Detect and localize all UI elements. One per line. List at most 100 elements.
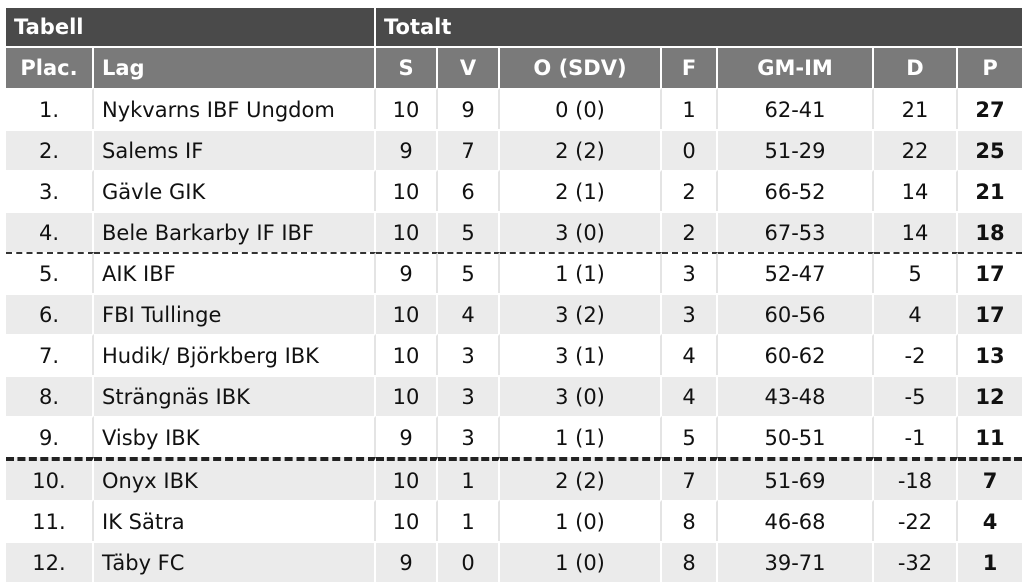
standings-table: Tabell Totalt Plac. Lag S V O (SDV) F GM…	[6, 8, 1023, 582]
column-header-row: Plac. Lag S V O (SDV) F GM-IM D P	[6, 46, 1023, 88]
cell-f: 3	[662, 293, 718, 334]
cell-d: 14	[874, 170, 958, 211]
cell-v: 1	[438, 457, 500, 500]
cell-s: 9	[376, 416, 438, 457]
cell-gmim: 51-29	[718, 129, 874, 170]
cell-plac: 3.	[6, 170, 94, 211]
cell-plac: 1.	[6, 88, 94, 129]
cell-s: 10	[376, 375, 438, 416]
cell-d: 21	[874, 88, 958, 129]
cell-p: 18	[958, 211, 1023, 252]
cell-o: 3 (0)	[500, 375, 662, 416]
table-row: 4. Bele Barkarby IF IBF 10 5 3 (0) 2 67-53 14 18	[6, 211, 1023, 252]
cell-f: 4	[662, 334, 718, 375]
cell-gmim: 50-51	[718, 416, 874, 457]
table-row: 5. AIK IBF 9 5 1 (1) 3 52-47 5 17	[6, 252, 1023, 293]
cell-plac: 11.	[6, 500, 94, 541]
standings-body: 1. Nykvarns IBF Ungdom 10 9 0 (0) 1 62-41 21 27 2…	[6, 88, 1023, 582]
col-header-lag: Lag	[94, 46, 376, 88]
col-header-p: P	[958, 46, 1023, 88]
cell-gmim: 66-52	[718, 170, 874, 211]
cell-d: 5	[874, 252, 958, 293]
col-header-o: O (SDV)	[500, 46, 662, 88]
table-row: 11. IK Sätra 10 1 1 (0) 8 46-68 -22 4	[6, 500, 1023, 541]
cell-o: 3 (0)	[500, 211, 662, 252]
table-row: 6. FBI Tullinge 10 4 3 (2) 3 60-56 4 17	[6, 293, 1023, 334]
cell-lag: Gävle GIK	[94, 170, 376, 211]
cell-s: 10	[376, 334, 438, 375]
cell-s: 9	[376, 129, 438, 170]
col-header-d: D	[874, 46, 958, 88]
cell-d: -2	[874, 334, 958, 375]
cell-v: 9	[438, 88, 500, 129]
cell-f: 0	[662, 129, 718, 170]
cell-o: 1 (1)	[500, 252, 662, 293]
cell-plac: 9.	[6, 416, 94, 457]
group-header-row: Tabell Totalt	[6, 8, 1023, 46]
cell-gmim: 39-71	[718, 541, 874, 582]
cell-p: 4	[958, 500, 1023, 541]
cell-gmim: 52-47	[718, 252, 874, 293]
cell-v: 6	[438, 170, 500, 211]
cell-s: 10	[376, 211, 438, 252]
cell-p: 11	[958, 416, 1023, 457]
cell-d: -18	[874, 457, 958, 500]
cell-d: -32	[874, 541, 958, 582]
cell-p: 17	[958, 293, 1023, 334]
cell-s: 10	[376, 88, 438, 129]
cell-lag: Visby IBK	[94, 416, 376, 457]
cell-gmim: 46-68	[718, 500, 874, 541]
col-header-plac: Plac.	[6, 46, 94, 88]
table-row: 8. Strängnäs IBK 10 3 3 (0) 4 43-48 -5 12	[6, 375, 1023, 416]
col-header-gmim: GM-IM	[718, 46, 874, 88]
cell-v: 7	[438, 129, 500, 170]
cell-plac: 4.	[6, 211, 94, 252]
table-row: 10. Onyx IBK 10 1 2 (2) 7 51-69 -18 7	[6, 457, 1023, 500]
cell-p: 13	[958, 334, 1023, 375]
cell-o: 2 (1)	[500, 170, 662, 211]
table-row: 9. Visby IBK 9 3 1 (1) 5 50-51 -1 11	[6, 416, 1023, 457]
cell-v: 3	[438, 375, 500, 416]
cell-plac: 7.	[6, 334, 94, 375]
cell-v: 5	[438, 252, 500, 293]
cell-plac: 10.	[6, 457, 94, 500]
cell-lag: Nykvarns IBF Ungdom	[94, 88, 376, 129]
cell-f: 2	[662, 211, 718, 252]
table-row: 12. Täby FC 9 0 1 (0) 8 39-71 -32 1	[6, 541, 1023, 582]
cell-o: 1 (1)	[500, 416, 662, 457]
cell-d: -1	[874, 416, 958, 457]
cell-p: 12	[958, 375, 1023, 416]
cell-o: 2 (2)	[500, 129, 662, 170]
cell-gmim: 43-48	[718, 375, 874, 416]
cell-o: 1 (0)	[500, 541, 662, 582]
cell-gmim: 62-41	[718, 88, 874, 129]
cell-s: 10	[376, 457, 438, 500]
cell-p: 7	[958, 457, 1023, 500]
cell-o: 2 (2)	[500, 457, 662, 500]
cell-o: 3 (1)	[500, 334, 662, 375]
col-header-s: S	[376, 46, 438, 88]
cell-lag: FBI Tullinge	[94, 293, 376, 334]
cell-gmim: 51-69	[718, 457, 874, 500]
col-header-v: V	[438, 46, 500, 88]
col-header-f: F	[662, 46, 718, 88]
table-row: 7. Hudik/ Björkberg IBK 10 3 3 (1) 4 60-62 -2 13	[6, 334, 1023, 375]
cell-gmim: 60-56	[718, 293, 874, 334]
cell-v: 3	[438, 334, 500, 375]
cell-lag: Hudik/ Björkberg IBK	[94, 334, 376, 375]
cell-p: 27	[958, 88, 1023, 129]
cell-lag: AIK IBF	[94, 252, 376, 293]
cell-f: 3	[662, 252, 718, 293]
cell-f: 8	[662, 541, 718, 582]
cell-p: 25	[958, 129, 1023, 170]
cell-s: 10	[376, 293, 438, 334]
cell-v: 3	[438, 416, 500, 457]
cell-d: -5	[874, 375, 958, 416]
cell-d: -22	[874, 500, 958, 541]
cell-v: 5	[438, 211, 500, 252]
cell-d: 14	[874, 211, 958, 252]
cell-s: 10	[376, 170, 438, 211]
cell-plac: 6.	[6, 293, 94, 334]
cell-lag: IK Sätra	[94, 500, 376, 541]
